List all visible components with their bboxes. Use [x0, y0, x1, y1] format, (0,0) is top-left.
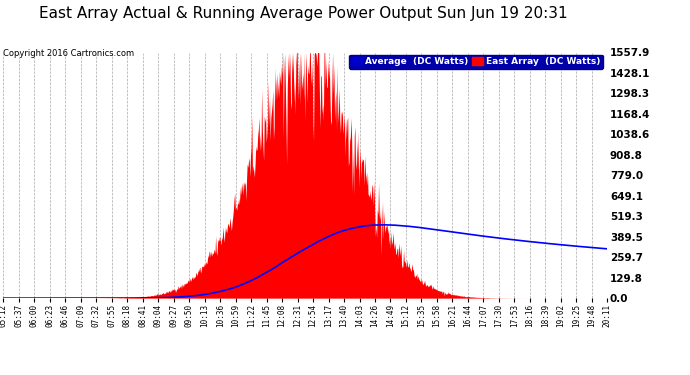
Text: East Array Actual & Running Average Power Output Sun Jun 19 20:31: East Array Actual & Running Average Powe…: [39, 6, 568, 21]
Legend: Average  (DC Watts), East Array  (DC Watts): Average (DC Watts), East Array (DC Watts…: [349, 54, 602, 69]
Text: Copyright 2016 Cartronics.com: Copyright 2016 Cartronics.com: [3, 49, 135, 58]
